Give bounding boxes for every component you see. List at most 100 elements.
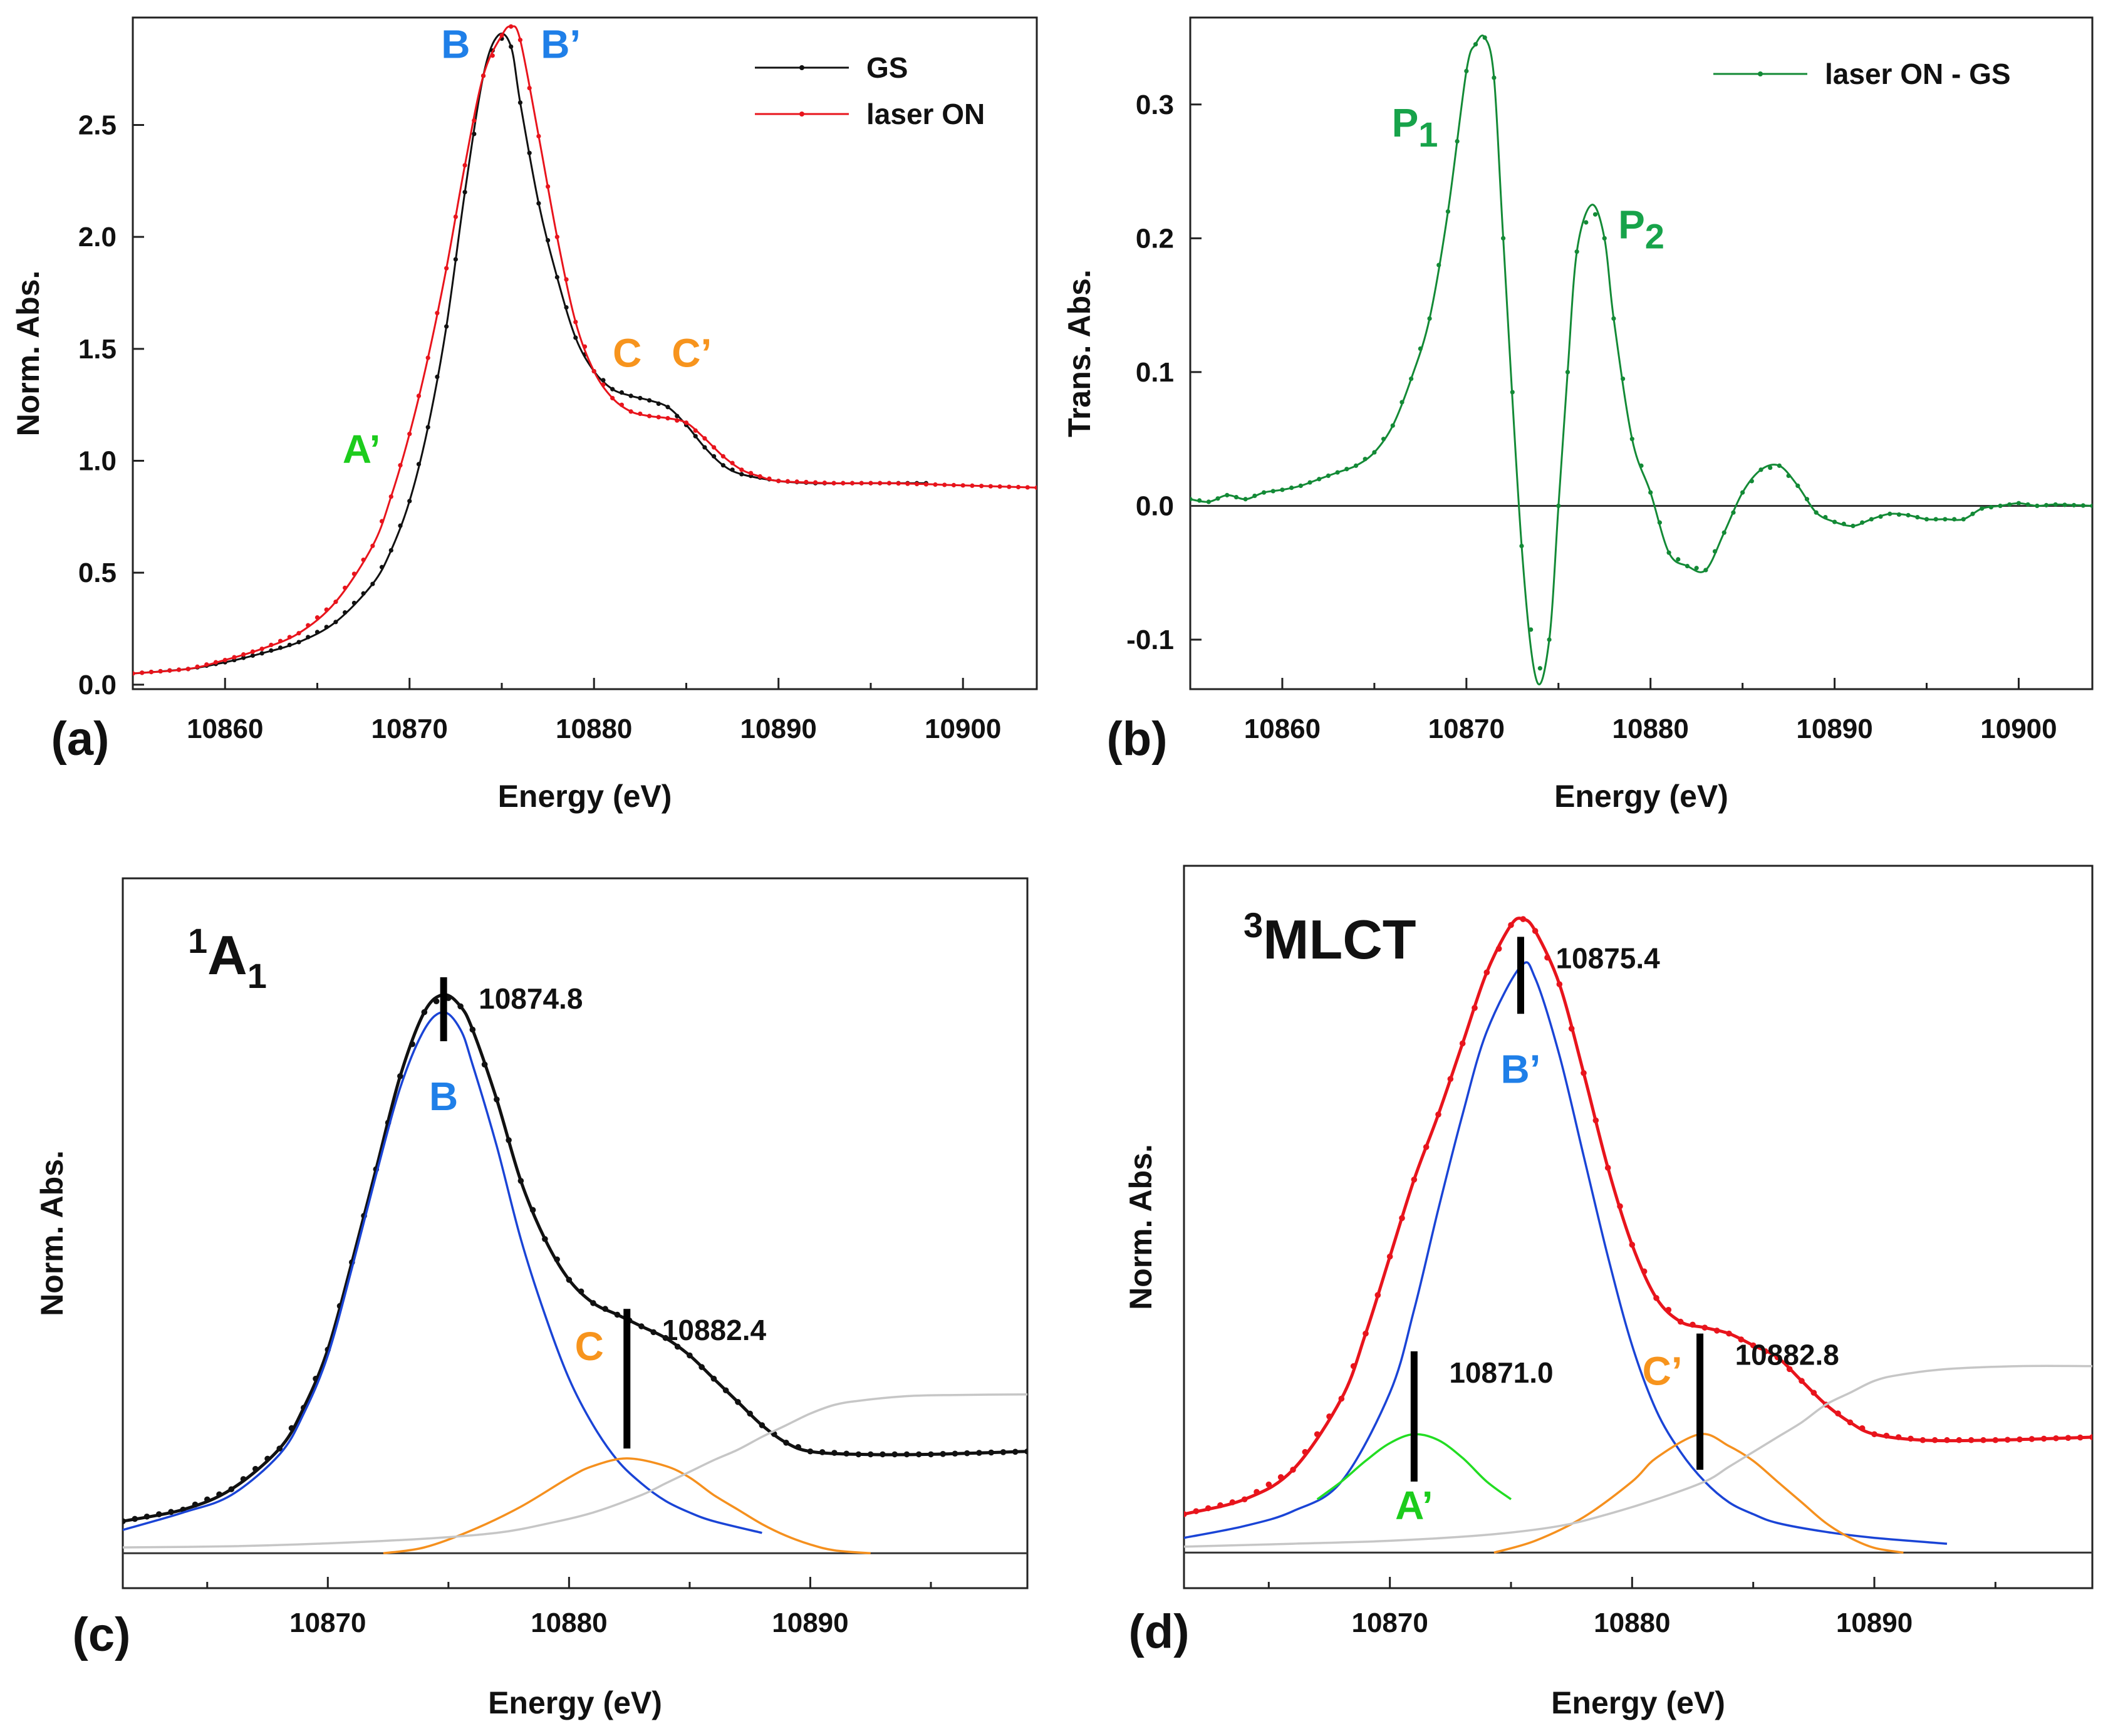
data-point [1768,465,1773,470]
peak-letter: B [429,1074,458,1119]
data-point [566,1276,573,1283]
data-point [407,432,412,437]
data-layer [1184,916,2092,1554]
series-line [1184,1364,2092,1548]
data-point [232,655,237,660]
data-point [619,402,624,407]
data-point [914,481,920,487]
y-tick-label: 2.5 [78,110,117,141]
series-line [123,993,1027,1523]
data-point [278,638,283,643]
data-point [590,1300,596,1306]
data-point [453,257,458,262]
panel-label: (d) [1128,1605,1189,1658]
data-point [923,482,928,487]
series-line [1184,961,1948,1545]
data-point [730,460,735,465]
plot-frame [122,877,1029,1589]
data-point [896,481,901,486]
data-point [435,374,440,380]
data-point [1217,1502,1223,1509]
data-point [269,648,274,653]
data-point [1777,463,1782,468]
data-point [1961,517,1966,522]
data-point [2080,503,2085,508]
state-main: A [207,924,247,986]
data-point [1832,519,1837,524]
data-point [1409,376,1414,382]
data-point [278,645,283,650]
data-point [1261,490,1267,495]
data-point [891,1451,898,1458]
data-point [554,234,559,239]
data-point [1602,236,1607,241]
data-point [1887,511,1893,516]
data-point [1350,1363,1357,1370]
data-point [216,1491,222,1498]
data-point [388,548,393,553]
x-axis-label: Energy (eV) [1554,779,1728,814]
data-point [702,436,707,441]
state-label: 3MLCT [1244,905,1416,970]
data-point [2043,502,2049,507]
x-tick-label: 10870 [1351,1608,1428,1638]
data-point [702,445,707,450]
data-point [1878,514,1883,519]
data-point [1713,1328,1720,1334]
data-point [1381,437,1386,442]
data-point [951,482,957,487]
data-point [2062,502,2067,507]
data-point [1835,1410,1841,1417]
data-point [748,470,754,476]
data-point [370,543,375,548]
data-point [333,620,338,625]
data-point [2090,503,2092,509]
data-point [591,368,596,374]
data-point [167,668,172,673]
data-point [264,1455,271,1462]
data-point [343,585,348,590]
x-tick-label: 10860 [187,714,263,744]
data-point [1690,1321,1696,1328]
data-point [509,24,514,29]
data-point [1317,477,1322,482]
y-tick-label: -0.1 [1126,625,1174,655]
data-point [435,311,440,316]
data-point [1701,1324,1708,1331]
peak-letter: C’ [1643,1349,1683,1394]
data-point [739,472,744,477]
data-point [855,1451,862,1458]
data-point [976,1450,982,1456]
data-point [2025,502,2030,507]
data-point [867,1451,874,1458]
legend-marker [1758,71,1763,76]
data-point [1694,566,1699,571]
data-point [1290,1467,1296,1473]
data-point [698,1364,705,1370]
panel-b: 10860 10870 10880 10890 10900 -0.1 0.0 0.1 0.2 0.… [1062,16,2094,814]
data-point [720,463,725,468]
peak-energy-label: 10882.8 [1735,1339,1839,1371]
data-point [407,499,412,504]
y-tick-label: 1.5 [78,334,117,365]
legend-label: laser ON [866,98,985,130]
data-point [628,393,633,398]
data-point [757,474,762,479]
data-point [1464,68,1469,74]
data-point [1025,485,1030,490]
data-point [517,100,523,105]
data-point [868,481,873,486]
data-point [1326,1413,1332,1420]
data-point [1762,1348,1768,1354]
data-point [656,401,661,407]
data-point [1738,1336,1745,1343]
data-point [1915,514,1920,520]
x-tick-label: 10880 [531,1608,607,1638]
data-point [314,615,320,620]
data-point [462,163,467,168]
data-point [1314,1431,1321,1438]
data-point [333,600,338,605]
data-point [1252,493,1257,499]
data-point [619,390,624,395]
x-tick-label: 10890 [740,714,817,744]
